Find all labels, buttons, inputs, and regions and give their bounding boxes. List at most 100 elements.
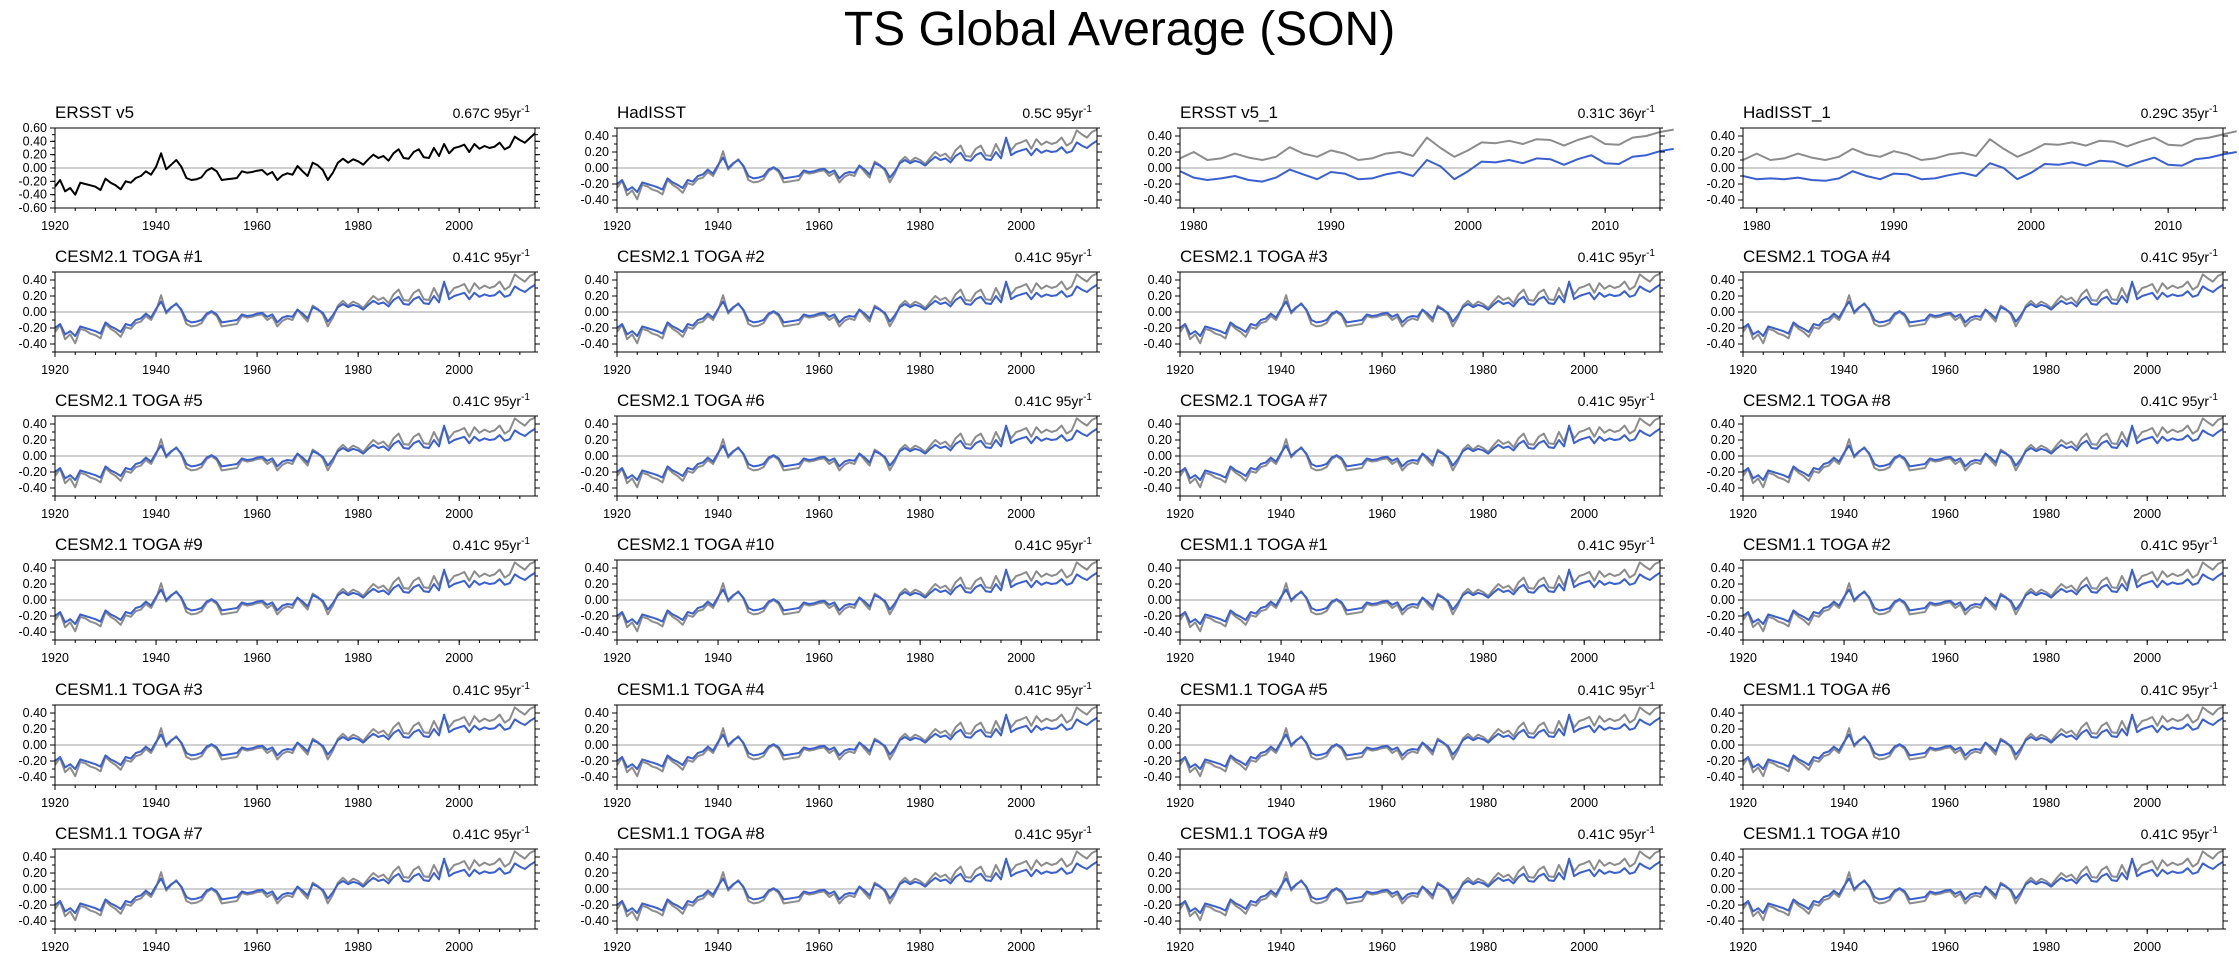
y-tick-label: 0.40	[585, 129, 609, 143]
x-tick-label: 1980	[2032, 507, 2060, 521]
x-tick-label: 1940	[704, 219, 732, 233]
y-tick-label: -0.40	[1144, 770, 1173, 784]
x-tick-label: 1920	[41, 507, 69, 521]
panel-trend-text: 0.41C 95yr	[1578, 682, 1647, 698]
panel-trend-text: 0.41C 95yr	[2141, 537, 2210, 553]
panel-trend-label: 0.41C 95yr-1	[453, 536, 531, 553]
series-line-0	[616, 849, 1098, 922]
y-tick-label: 0.00	[585, 738, 609, 752]
panel-trend-text: 0.41C 95yr	[1015, 249, 1084, 265]
x-tick-label: 1940	[1830, 651, 1858, 665]
x-tick-label: 1980	[2032, 796, 2060, 810]
x-tick-label: 1940	[1267, 796, 1295, 810]
y-tick-label: 0.00	[23, 593, 47, 607]
x-tick-label: 1920	[603, 796, 631, 810]
x-tick-label: 2000	[2133, 940, 2161, 954]
series-line-0	[1742, 130, 2237, 161]
y-tick-label: 0.00	[23, 161, 47, 175]
y-tick-label: 0.20	[585, 289, 609, 303]
x-tick-label: 1980	[906, 940, 934, 954]
y-tick-label: -0.20	[581, 465, 610, 479]
panel-title: CESM1.1 TOGA #8	[617, 824, 765, 843]
panel-trend-label: 0.41C 95yr-1	[1015, 825, 1093, 842]
panel-trend-label: 0.41C 95yr-1	[1015, 248, 1093, 265]
y-tick-label: 0.00	[23, 305, 47, 319]
panel-trend-text: 0.41C 95yr	[1015, 537, 1084, 553]
x-tick-label: 1940	[142, 219, 170, 233]
panel-4: CESM2.1 TOGA #1 0.41C 95yr-1 0.40 0.20 0.00 -…	[19, 247, 540, 377]
y-tick-label: 0.40	[1148, 850, 1172, 864]
y-tick-label: -0.40	[1707, 193, 1736, 207]
y-tick-label: 0.40	[585, 561, 609, 575]
y-tick-label: -0.20	[581, 321, 610, 335]
x-tick-label: 1980	[906, 796, 934, 810]
series-line-1	[1742, 151, 2237, 182]
x-tick-label: 1980	[344, 219, 372, 233]
x-tick-label: 1920	[1729, 363, 1757, 377]
y-tick-label: 0.00	[23, 882, 47, 896]
series-line-0	[54, 132, 536, 196]
panel-trend-text: 0.5C 95yr	[1022, 105, 1083, 121]
x-tick-label: 1960	[243, 940, 271, 954]
x-tick-label: 1980	[344, 651, 372, 665]
panel-15: CESM1.1 TOGA #2 0.41C 95yr-1 0.40 0.20 0.00 -…	[1707, 535, 2228, 665]
x-tick-label: 1980	[1469, 796, 1497, 810]
x-tick-label: 1940	[1267, 363, 1295, 377]
panel-5: CESM2.1 TOGA #2 0.41C 95yr-1 0.40 0.20 0.00 -…	[581, 247, 1102, 377]
y-tick-label: 0.40	[585, 417, 609, 431]
series-line-1	[616, 857, 1098, 914]
y-tick-label: 0.40	[1711, 417, 1735, 431]
series-line-0	[1742, 416, 2224, 489]
y-tick-label: -0.20	[1707, 754, 1736, 768]
panel-title: HadISST	[617, 103, 686, 122]
y-tick-label: -0.40	[19, 625, 48, 639]
x-tick-label: 1920	[41, 219, 69, 233]
y-tick-label: 0.40	[1148, 417, 1172, 431]
series-line-0	[1742, 705, 2224, 778]
panel-trend-label: 0.41C 95yr-1	[1578, 825, 1656, 842]
panel-trend-text: 0.41C 95yr	[453, 249, 522, 265]
y-tick-label: 0.00	[1148, 305, 1172, 319]
y-tick-label: -0.20	[1707, 321, 1736, 335]
x-tick-label: 1960	[1931, 363, 1959, 377]
x-tick-label: 2000	[1007, 651, 1035, 665]
x-tick-label: 1960	[243, 219, 271, 233]
y-tick-label: 0.20	[1711, 577, 1735, 591]
panel-trend-label: 0.41C 95yr-1	[1578, 536, 1656, 553]
series-line-0	[54, 849, 536, 922]
x-tick-label: 1960	[1368, 507, 1396, 521]
y-tick-label: 0.20	[1148, 722, 1172, 736]
panel-trend-exponent: -1	[1646, 536, 1655, 547]
y-tick-label: 0.20	[1148, 577, 1172, 591]
panel-title: CESM1.1 TOGA #4	[617, 680, 765, 699]
x-tick-label: 1960	[805, 507, 833, 521]
x-tick-label: 1960	[805, 363, 833, 377]
x-tick-label: 1980	[1469, 651, 1497, 665]
panel-trend-exponent: -1	[521, 392, 530, 403]
panel-trend-text: 0.41C 95yr	[1578, 537, 1647, 553]
y-tick-label: 0.00	[585, 882, 609, 896]
panel-10: CESM2.1 TOGA #7 0.41C 95yr-1 0.40 0.20 0.00 -…	[1144, 391, 1665, 521]
x-tick-label: 1920	[1729, 940, 1757, 954]
y-tick-label: -0.20	[1707, 177, 1736, 191]
x-tick-label: 2000	[2133, 507, 2161, 521]
series-line-0	[616, 128, 1098, 201]
series-line-1	[1742, 280, 2224, 337]
y-tick-label: -0.40	[19, 481, 48, 495]
series-line-0	[54, 272, 536, 345]
panel-title: CESM1.1 TOGA #10	[1743, 824, 1900, 843]
y-tick-label: -0.40	[19, 914, 48, 928]
x-tick-label: 1990	[1880, 219, 1908, 233]
y-tick-label: -0.20	[19, 321, 48, 335]
panel-trend-exponent: -1	[2209, 392, 2218, 403]
panel-title: CESM1.1 TOGA #5	[1180, 680, 1328, 699]
y-tick-label: 0.20	[23, 722, 47, 736]
y-tick-label: 0.20	[1711, 433, 1735, 447]
x-tick-label: 1920	[1166, 363, 1194, 377]
x-tick-label: 2000	[1570, 796, 1598, 810]
y-tick-label: 0.00	[1148, 449, 1172, 463]
y-tick-label: 0.00	[585, 593, 609, 607]
series-line-0	[1179, 272, 1661, 345]
x-tick-label: 1960	[805, 219, 833, 233]
x-tick-label: 2000	[1007, 363, 1035, 377]
